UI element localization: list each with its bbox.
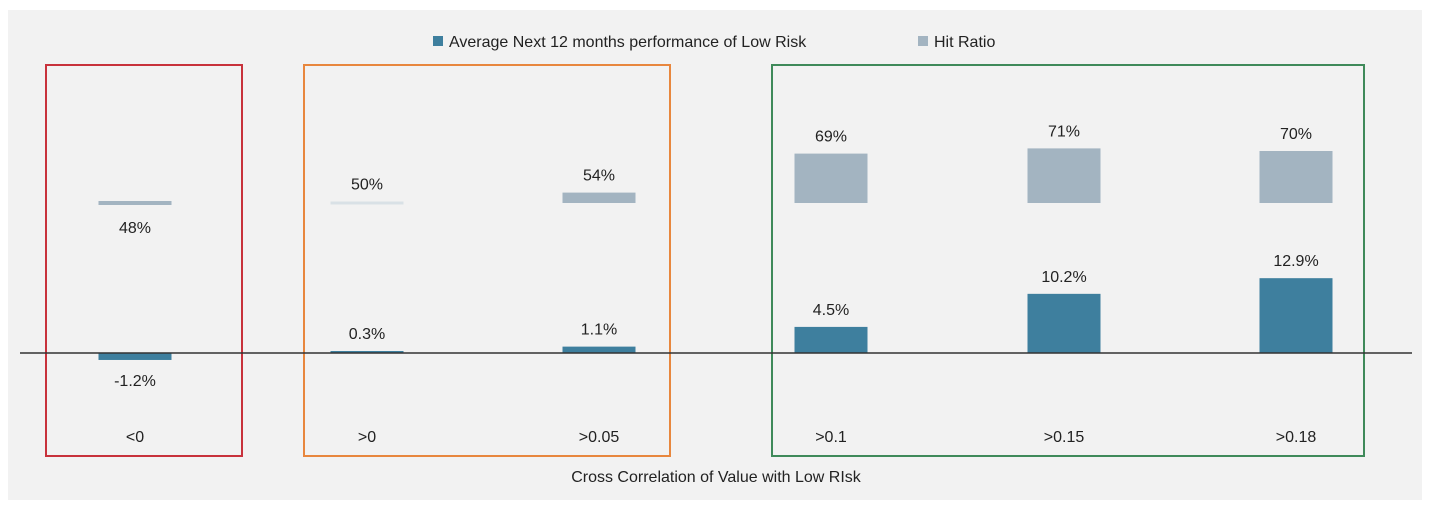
group-boxes xyxy=(45,64,1365,457)
hit-ratio-label-5: 71% xyxy=(1048,123,1080,140)
x-axis-title: Cross Correlation of Value with Low RIsk xyxy=(571,469,862,486)
x-axis-tick-labels: <0 >0 >0.05 >0.1 >0.15 >0.18 xyxy=(126,429,1316,446)
chart-background xyxy=(8,10,1422,500)
x-tick-label-1: <0 xyxy=(126,429,144,446)
x-tick-label-5: >0.15 xyxy=(1044,429,1085,446)
hit-ratio-label-6: 70% xyxy=(1280,126,1312,143)
legend-label-performance: Average Next 12 months performance of Lo… xyxy=(449,34,807,51)
performance-bar-5 xyxy=(1027,293,1101,353)
hit-ratio-label-1: 48% xyxy=(119,220,151,237)
hit-ratio-label-2: 50% xyxy=(351,177,383,194)
performance-bar-3 xyxy=(562,346,636,353)
x-tick-label-2: >0 xyxy=(358,429,376,446)
hit-ratio-bar-6 xyxy=(1259,151,1333,203)
hit-ratio-bars xyxy=(98,148,1333,205)
group-box-3 xyxy=(771,64,1365,457)
performance-label-3: 1.1% xyxy=(581,322,617,339)
group-box-2 xyxy=(303,64,671,457)
legend-swatch-performance xyxy=(433,36,443,46)
x-tick-label-4: >0.1 xyxy=(815,429,847,446)
data-labels: 48% -1.2% 50% 0.3% 54% 1.1% 69% 4.5% 71% 10.2% 70%… xyxy=(114,123,1319,390)
hit-ratio-bar-2 xyxy=(330,201,404,205)
performance-bars xyxy=(98,278,1333,360)
hit-ratio-bar-3 xyxy=(562,192,636,203)
x-tick-label-6: >0.18 xyxy=(1276,429,1317,446)
performance-label-5: 10.2% xyxy=(1041,269,1086,286)
legend-swatch-hit-ratio xyxy=(918,36,928,46)
performance-bar-6 xyxy=(1259,278,1333,353)
hit-ratio-label-3: 54% xyxy=(583,168,615,185)
hit-ratio-bar-1 xyxy=(98,201,172,205)
performance-label-2: 0.3% xyxy=(349,326,385,343)
group-box-1 xyxy=(45,64,243,457)
x-tick-label-3: >0.05 xyxy=(579,429,620,446)
performance-bar-1 xyxy=(98,353,172,360)
legend-label-hit-ratio: Hit Ratio xyxy=(934,34,995,51)
hit-ratio-label-4: 69% xyxy=(815,129,847,146)
legend: Average Next 12 months performance of Lo… xyxy=(433,34,995,51)
performance-label-6: 12.9% xyxy=(1273,253,1318,270)
performance-label-1: -1.2% xyxy=(114,373,156,390)
performance-label-4: 4.5% xyxy=(813,302,849,319)
performance-bar-2 xyxy=(330,351,404,353)
hit-ratio-bar-5 xyxy=(1027,148,1101,203)
performance-bar-4 xyxy=(794,326,868,353)
hit-ratio-bar-4 xyxy=(794,153,868,203)
